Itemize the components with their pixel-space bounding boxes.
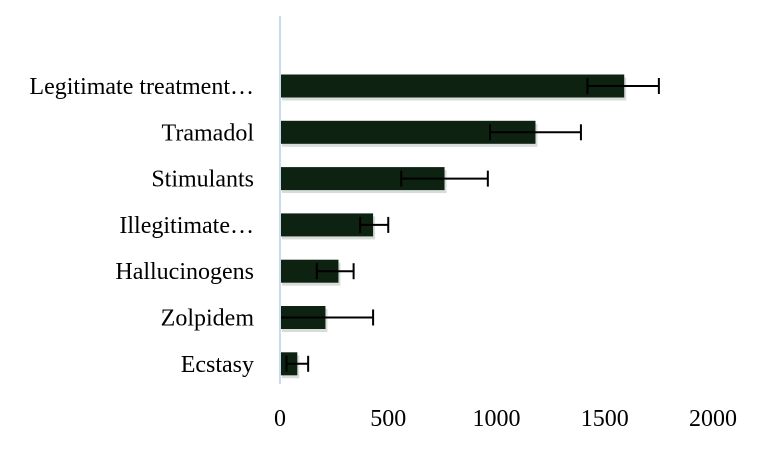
category-label-2: Stimulants <box>151 167 254 193</box>
bar-3 <box>280 213 374 237</box>
x-tick-label-4: 2000 <box>689 406 737 432</box>
bar-0 <box>280 74 625 98</box>
x-tick-label-1: 500 <box>370 406 406 432</box>
error-bar-2 <box>400 170 489 187</box>
x-tick-labels: 0 500 1000 1500 2000 <box>274 406 737 432</box>
category-label-4: Hallucinogens <box>115 259 254 285</box>
category-label-1: Tramadol <box>162 120 255 146</box>
category-label-6: Ecstasy <box>181 352 254 378</box>
category-label-5: Zolpidem <box>161 306 255 332</box>
error-bar-6 <box>285 355 310 372</box>
category-label-3: Illegitimate… <box>119 213 254 239</box>
bar-4 <box>280 259 339 283</box>
bar-2 <box>280 167 445 191</box>
error-bar-3 <box>359 216 390 233</box>
error-bar-1 <box>489 124 582 141</box>
bar-1 <box>280 120 536 144</box>
x-tick-label-2: 1000 <box>473 406 521 432</box>
error-bar-4 <box>315 263 355 280</box>
x-tick-label-0: 0 <box>274 406 286 432</box>
category-label-0: Legitimate treatment… <box>29 74 254 100</box>
bars-layer <box>280 74 627 379</box>
error-bar-0 <box>586 78 660 94</box>
category-labels: Legitimate treatment… Tramadol Stimulants I… <box>29 74 254 378</box>
x-tick-label-3: 1500 <box>581 406 629 432</box>
